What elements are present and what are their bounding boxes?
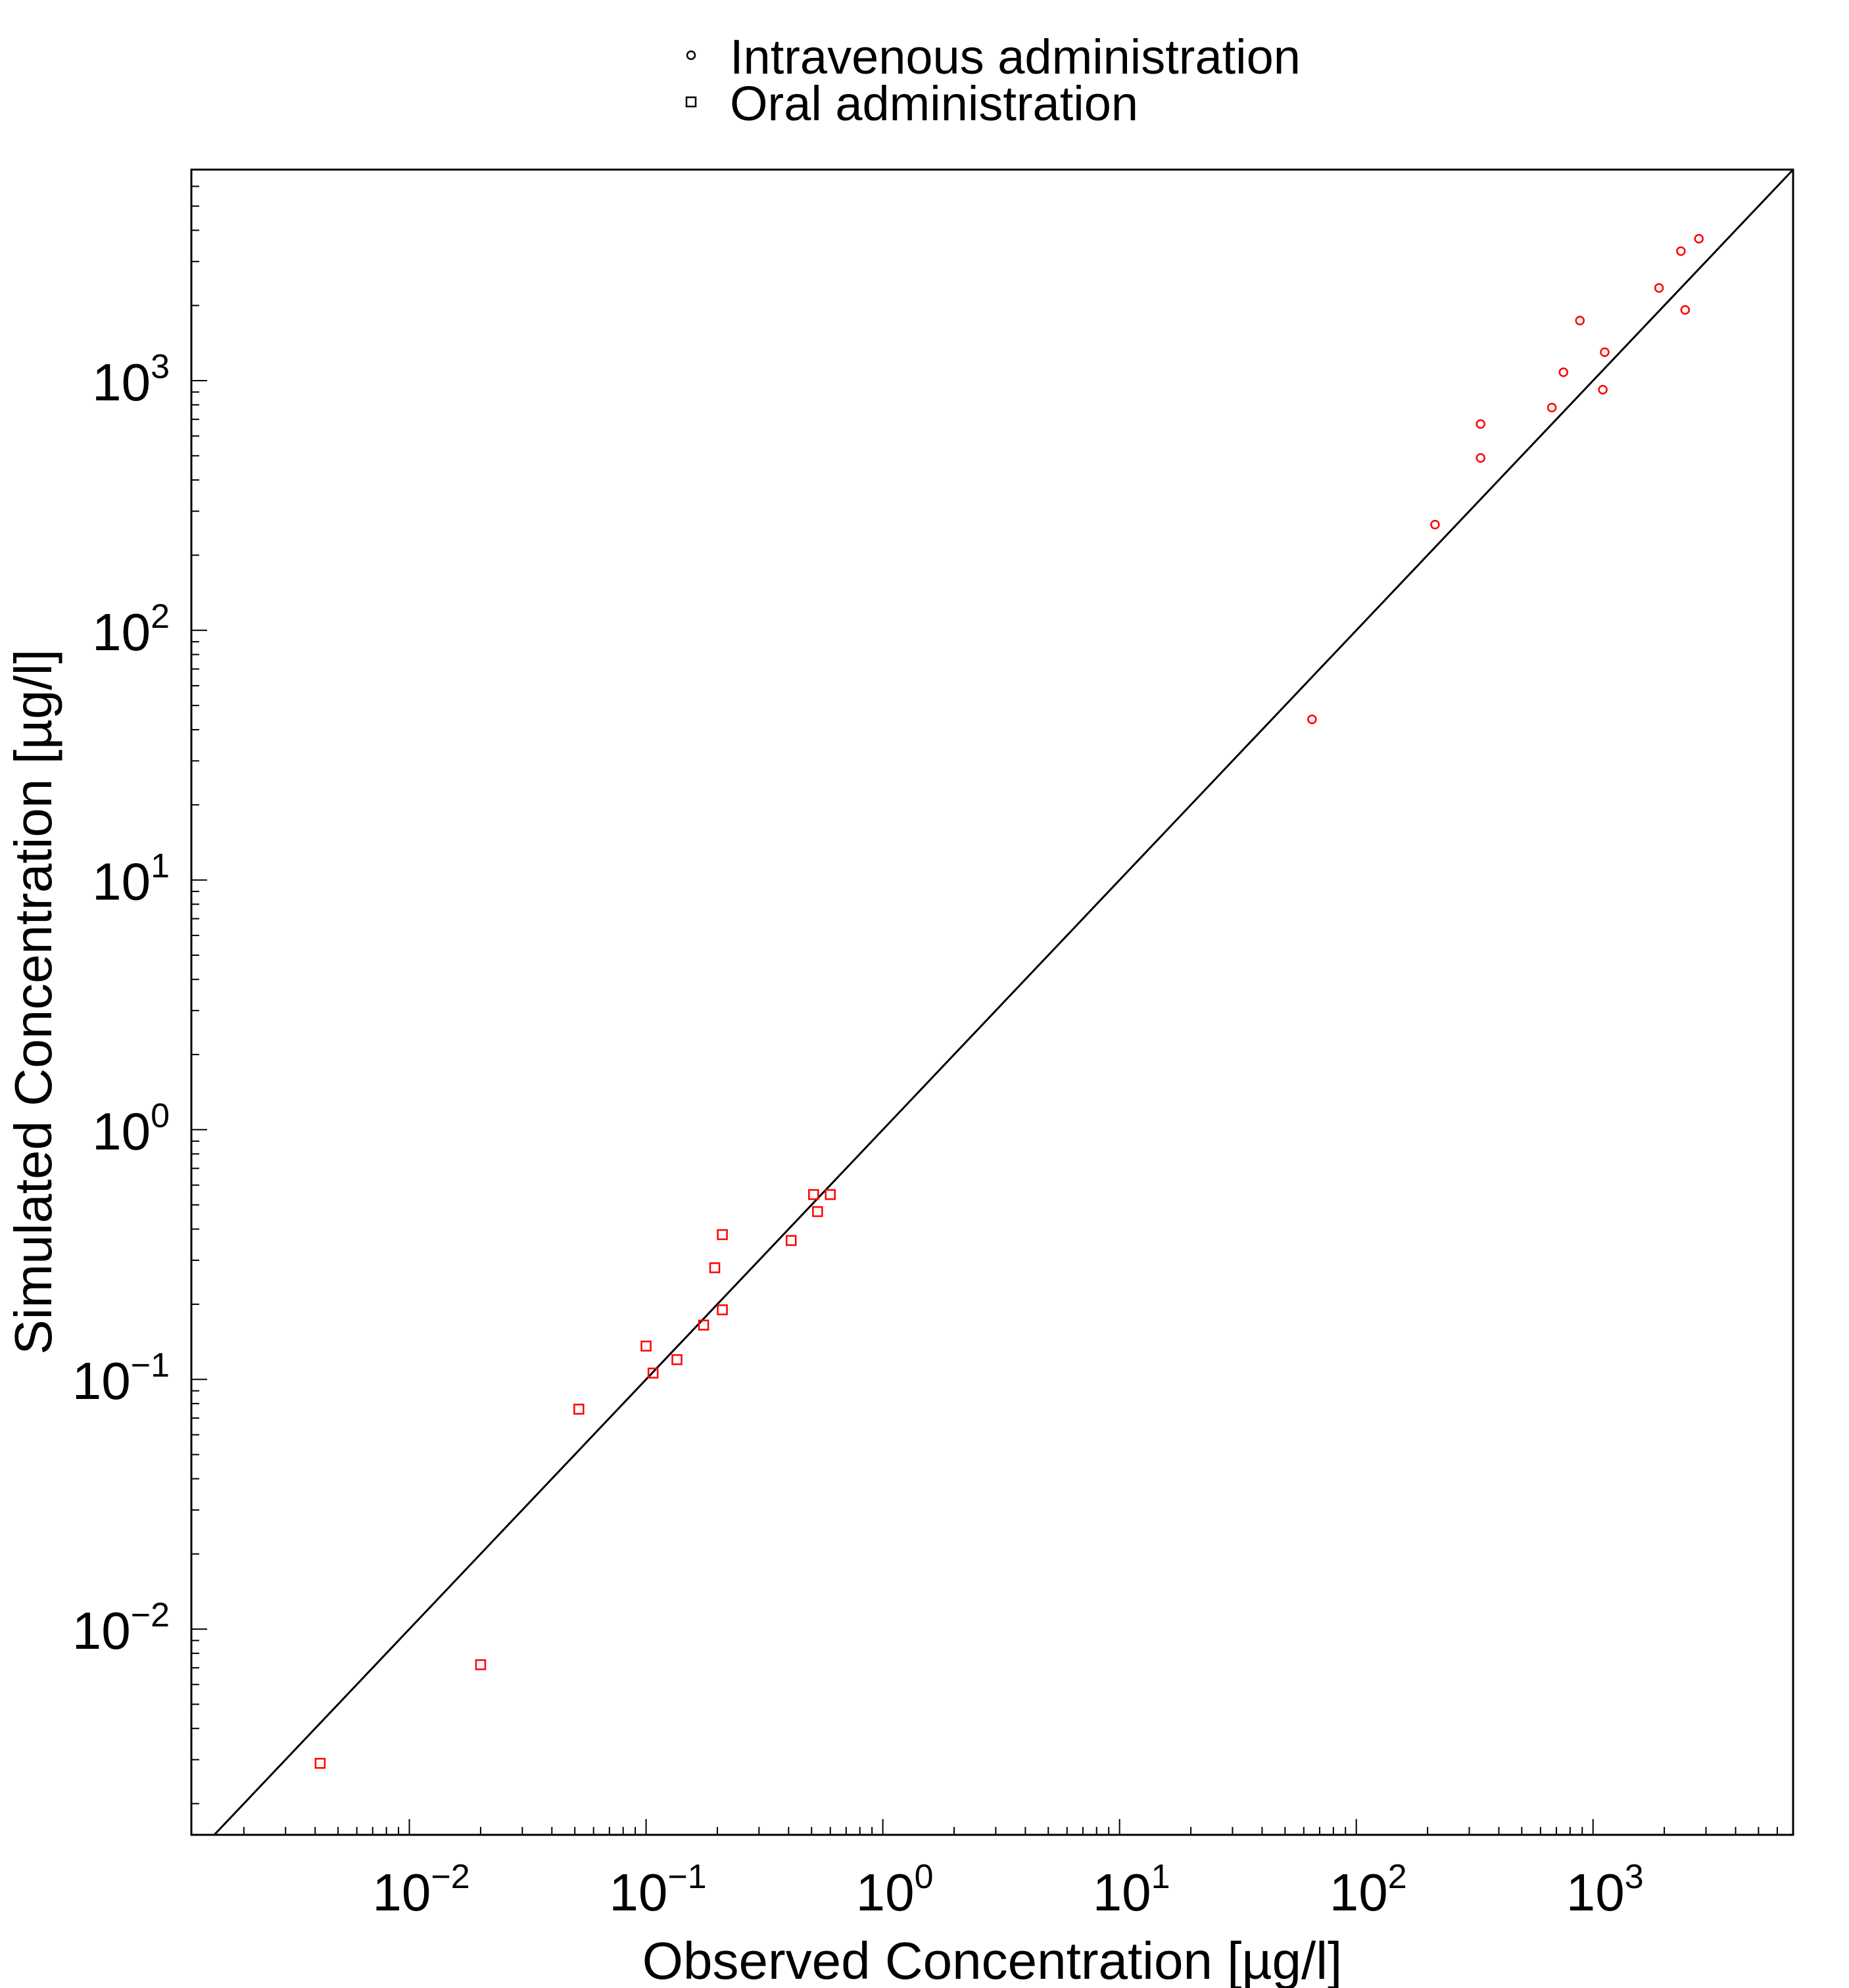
point-square bbox=[785, 1235, 797, 1246]
point-circle bbox=[1430, 519, 1440, 530]
point-square bbox=[314, 1758, 326, 1769]
point-circle bbox=[1558, 367, 1568, 377]
point-circle bbox=[1600, 347, 1610, 357]
y-tick-label: 10−1 bbox=[72, 1346, 170, 1410]
y-tick-label: 101 bbox=[92, 847, 170, 911]
point-square bbox=[717, 1229, 728, 1241]
axes: 10−2 10−1 100 101 102 103 10−2 10−1 100 101 102 103 bbox=[72, 169, 1794, 1922]
y-axis-label: Simulated Concentration [µg/l] bbox=[4, 649, 62, 1354]
y-tick-label: 103 bbox=[92, 348, 170, 412]
point-square bbox=[808, 1189, 819, 1200]
x-tick-label: 102 bbox=[1330, 1858, 1407, 1922]
point-square bbox=[812, 1206, 823, 1218]
point-square bbox=[573, 1404, 585, 1415]
point-square bbox=[475, 1659, 487, 1670]
plot-frame bbox=[190, 168, 1794, 1836]
point-circle bbox=[1575, 316, 1585, 325]
point-square bbox=[671, 1354, 683, 1365]
point-circle bbox=[1547, 402, 1557, 413]
identity-line-layer bbox=[213, 168, 1794, 1836]
y-tick-label: 102 bbox=[92, 598, 170, 661]
point-circle bbox=[1654, 283, 1664, 293]
point-square bbox=[717, 1304, 728, 1315]
x-tick-label: 101 bbox=[1093, 1858, 1170, 1922]
x-tick-label: 10−2 bbox=[372, 1858, 469, 1922]
point-circle bbox=[1307, 714, 1317, 724]
y-tick-label: 100 bbox=[92, 1097, 170, 1160]
data-points bbox=[314, 233, 1704, 1769]
point-circle bbox=[1476, 453, 1485, 463]
legend-marker-circle bbox=[686, 50, 696, 60]
point-square bbox=[825, 1189, 836, 1200]
y-tick-label: 10−2 bbox=[72, 1596, 170, 1660]
x-axis-label: Observed Concentration [µg/l] bbox=[642, 1931, 1342, 1988]
point-circle bbox=[1676, 246, 1686, 256]
point-circle bbox=[1598, 385, 1608, 394]
point-square bbox=[647, 1367, 659, 1379]
x-tick-label: 10−1 bbox=[609, 1858, 706, 1922]
legend-marker-square bbox=[685, 96, 697, 108]
x-tick-label: 100 bbox=[856, 1858, 934, 1922]
point-square bbox=[698, 1319, 709, 1331]
legend-label: Intravenous administration bbox=[730, 30, 1301, 84]
point-square bbox=[640, 1340, 652, 1352]
point-circle bbox=[1694, 233, 1704, 244]
x-tick-label: 103 bbox=[1566, 1858, 1644, 1922]
point-circle bbox=[1680, 305, 1691, 315]
point-square bbox=[709, 1262, 721, 1273]
point-circle bbox=[1476, 419, 1485, 429]
legend-label: Oral administration bbox=[730, 76, 1138, 131]
identity-line bbox=[213, 168, 1794, 1836]
